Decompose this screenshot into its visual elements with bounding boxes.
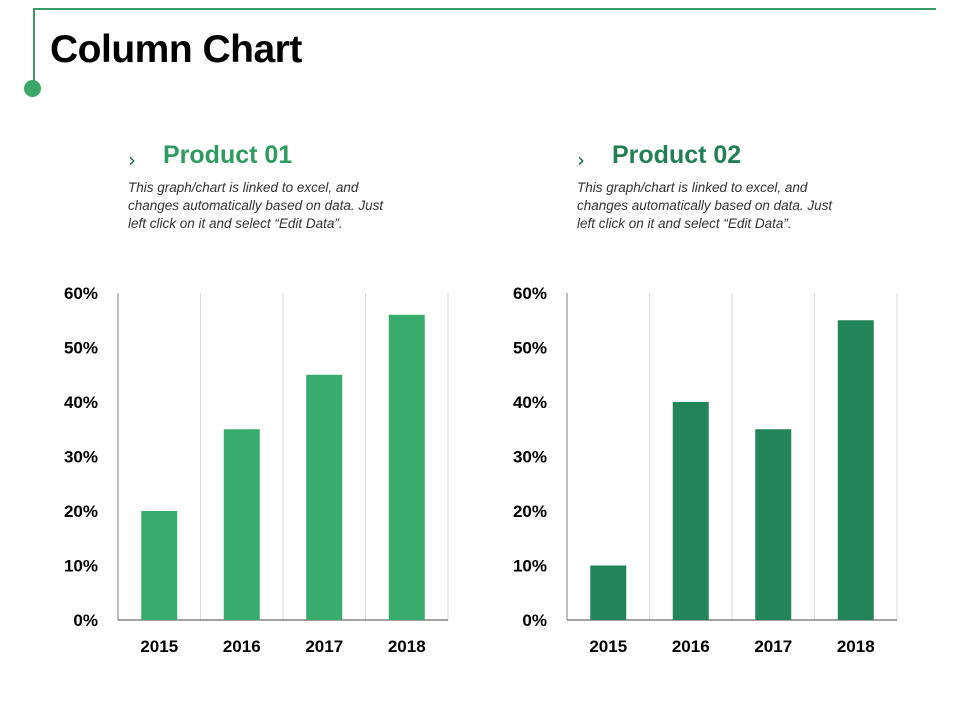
y-tick-label: 20% [513, 502, 547, 521]
x-tick-label: 2015 [140, 637, 178, 656]
x-tick-label: 2017 [305, 637, 343, 656]
x-tick-label: 2018 [837, 637, 875, 656]
x-tick-label: 2016 [223, 637, 261, 656]
y-tick-label: 60% [513, 284, 547, 303]
y-tick-label: 40% [513, 393, 547, 412]
bar-2018 [837, 320, 874, 620]
product-02-description: This graph/chart is linked to excel, and… [577, 180, 833, 231]
y-tick-label: 50% [513, 339, 547, 358]
y-tick-label: 0% [73, 611, 98, 630]
product-01-description: This graph/chart is linked to excel, and… [128, 180, 384, 231]
y-tick-label: 30% [513, 448, 547, 467]
y-tick-label: 40% [64, 393, 98, 412]
x-tick-label: 2017 [754, 637, 792, 656]
frame-top-line [33, 8, 936, 10]
y-tick-label: 10% [513, 557, 547, 576]
bar-2017 [306, 374, 343, 620]
y-tick-label: 50% [64, 339, 98, 358]
page-title: Column Chart [50, 28, 302, 71]
bar-2015 [141, 511, 178, 620]
chevron-right-icon: › [577, 148, 585, 172]
product-01-chart: 0% 10% 20% 30% 40% 50% 60% 2015 2016 2017 2018 [64, 284, 449, 656]
bar-2016 [672, 402, 709, 620]
x-tick-label: 2016 [672, 637, 710, 656]
product-02-title: Product 02 [612, 141, 742, 169]
x-tick-label: 2015 [589, 637, 627, 656]
product-01-title: Product 01 [163, 141, 293, 169]
y-tick-label: 20% [64, 502, 98, 521]
y-tick-label: 0% [522, 611, 547, 630]
x-tick-label: 2018 [388, 637, 426, 656]
y-tick-label: 30% [64, 448, 98, 467]
bar-2015 [590, 565, 627, 620]
y-tick-label: 10% [64, 557, 98, 576]
frame-left-line [33, 8, 35, 88]
chevron-right-icon: › [128, 148, 136, 172]
bar-2018 [388, 314, 425, 620]
frame-dot [24, 80, 41, 97]
bar-2016 [223, 429, 260, 620]
product-02-chart: 0% 10% 20% 30% 40% 50% 60% 2015 2016 2017 2018 [513, 284, 898, 656]
bar-2017 [755, 429, 792, 620]
y-tick-label: 60% [64, 284, 98, 303]
